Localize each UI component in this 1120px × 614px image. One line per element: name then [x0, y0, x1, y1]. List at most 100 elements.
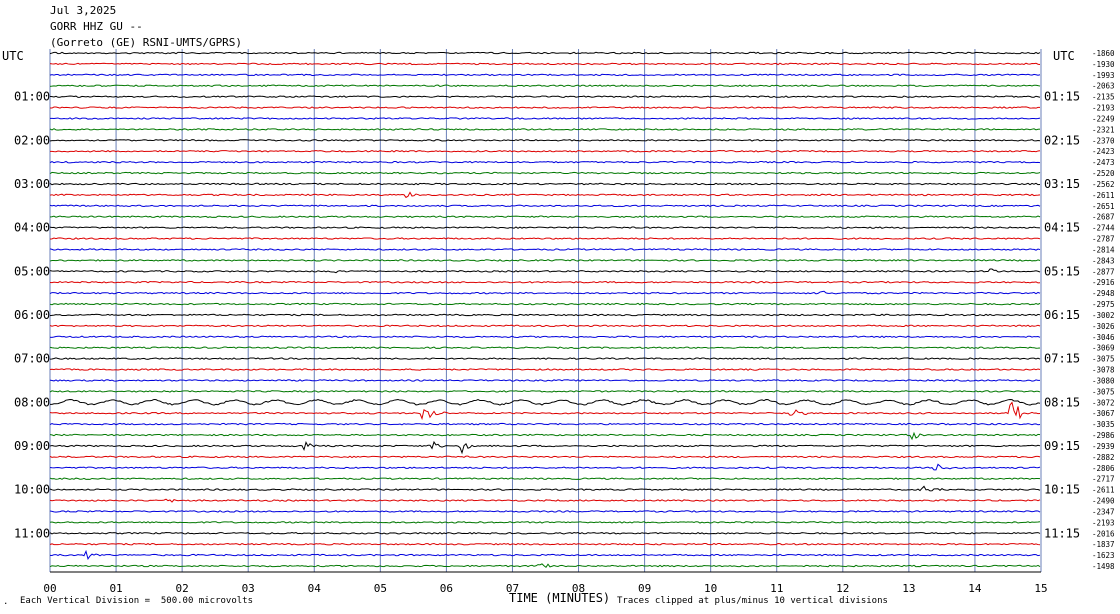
trace-offset-label: -3078: [1092, 366, 1115, 375]
x-tick-label: 11: [770, 582, 783, 595]
trace-offset-label: -2611: [1092, 191, 1115, 200]
trace-offset-label: -2744: [1092, 224, 1115, 233]
trace-offset-label: -2562: [1092, 180, 1115, 189]
left-hour-label: 07:00: [14, 352, 50, 366]
trace-offset-label: -2520: [1092, 169, 1115, 178]
x-tick-label: 02: [176, 582, 189, 595]
right-hour-label: 02:15: [1044, 133, 1080, 147]
seismic-trace: [49, 95, 1041, 98]
clip-note: Traces clipped at plus/minus 10 vertical…: [617, 596, 888, 606]
seismic-trace: [49, 335, 1041, 339]
scale-note: Each Vertical Division = 500.00 microvol…: [20, 596, 253, 606]
x-tick-label: 06: [440, 582, 453, 595]
trace-offset-label: -2249: [1092, 114, 1115, 123]
trace-offset-label: -1860: [1092, 49, 1115, 58]
x-tick-label: 03: [242, 582, 255, 595]
x-tick-label: 13: [902, 582, 915, 595]
trace-offset-label: -3075: [1092, 355, 1115, 364]
right-hour-label: 09:15: [1044, 439, 1080, 453]
x-tick-label: 08: [572, 582, 585, 595]
trace-offset-label: -2347: [1092, 507, 1115, 516]
left-hour-label: 09:00: [14, 439, 50, 453]
x-axis-title: TIME (MINUTES): [509, 591, 610, 605]
seismic-trace: [49, 324, 1041, 328]
trace-offset-label: -1930: [1092, 60, 1115, 69]
seismic-trace: [49, 139, 1041, 142]
seismic-trace: [49, 73, 1041, 77]
trace-offset-label: -2135: [1092, 93, 1115, 102]
x-tick-label: 15: [1034, 582, 1047, 595]
right-hour-label: 03:15: [1044, 177, 1080, 191]
seismic-trace: [49, 248, 1041, 251]
left-hour-label: 05:00: [14, 264, 50, 278]
seismic-trace: [49, 510, 1041, 513]
seismic-trace: [49, 160, 1041, 164]
right-hour-label: 10:15: [1044, 483, 1080, 497]
x-tick-label: 09: [638, 582, 651, 595]
seismic-trace: [49, 290, 1041, 295]
trace-offset-label: -2806: [1092, 464, 1115, 473]
seismic-trace: [49, 149, 1041, 153]
trace-offset-label: -2193: [1092, 104, 1115, 113]
seismic-trace: [49, 302, 1041, 306]
corner-mark: .: [3, 597, 9, 607]
seismic-trace: [49, 521, 1041, 524]
seismic-trace: [49, 440, 1041, 455]
seismic-trace: [49, 259, 1041, 262]
left-hour-label: 10:00: [14, 483, 50, 497]
header-date: Jul 3,2025: [50, 4, 117, 17]
seismic-trace: [49, 368, 1041, 371]
seismic-trace: [49, 84, 1041, 88]
seismic-trace: [49, 171, 1041, 175]
seismic-trace: [49, 477, 1041, 480]
trace-offset-label: -2063: [1092, 82, 1115, 91]
seismic-trace: [49, 62, 1041, 66]
seismic-trace: [49, 357, 1041, 360]
seismic-trace: [49, 398, 1041, 406]
trace-offset-label: -2975: [1092, 300, 1115, 309]
x-tick-label: 07: [506, 582, 519, 595]
seismic-trace: [49, 498, 1041, 503]
right-hour-label: 11:15: [1044, 526, 1080, 540]
trace-offset-label: -2814: [1092, 245, 1115, 254]
grid-lines: [49, 49, 1042, 573]
seismic-trace: [49, 280, 1041, 284]
trace-offset-label: -3072: [1092, 398, 1115, 407]
right-utc-header: UTC: [1053, 49, 1075, 63]
trace-offset-label: -3046: [1092, 333, 1115, 342]
seismic-trace: [49, 313, 1041, 317]
header-station: GORR HHZ GU --: [50, 20, 143, 33]
trace-offset-label: -3067: [1092, 409, 1115, 418]
trace-offset-label: -3035: [1092, 420, 1115, 429]
x-tick-label: 04: [308, 582, 322, 595]
x-tick-label: 05: [374, 582, 387, 595]
seismic-trace: [49, 422, 1041, 426]
seismic-trace: [49, 563, 1041, 569]
left-hour-label: 08:00: [14, 395, 50, 409]
left-hour-label: 03:00: [14, 177, 50, 191]
trace-offset-label: -3026: [1092, 322, 1115, 331]
trace-offset-label: -3069: [1092, 344, 1115, 353]
trace-offset-label: -2877: [1092, 267, 1115, 276]
seismic-trace: [49, 455, 1041, 459]
left-utc-header: UTC: [2, 49, 24, 63]
left-hour-label: 06:00: [14, 308, 50, 322]
seismic-trace: [49, 485, 1041, 492]
seismic-trace: [49, 401, 1041, 421]
trace-offset-label: -2651: [1092, 202, 1115, 211]
trace-offset-label: -1993: [1092, 71, 1115, 80]
right-hour-label: 06:15: [1044, 308, 1080, 322]
trace-offset-label: -2490: [1092, 497, 1115, 506]
trace-offset-label: -2016: [1092, 529, 1115, 538]
right-hour-label: 01:15: [1044, 90, 1080, 104]
seismic-trace: [49, 191, 1041, 199]
trace-offset-label: -2687: [1092, 213, 1115, 222]
trace-offset-label: -1498: [1092, 562, 1115, 571]
seismic-trace: [49, 549, 1041, 560]
seismic-trace: [49, 51, 1041, 55]
trace-offset-label: -2321: [1092, 125, 1115, 134]
left-hour-label: 02:00: [14, 133, 50, 147]
left-hour-label: 01:00: [14, 90, 50, 104]
trace-offset-label: -2423: [1092, 147, 1115, 156]
